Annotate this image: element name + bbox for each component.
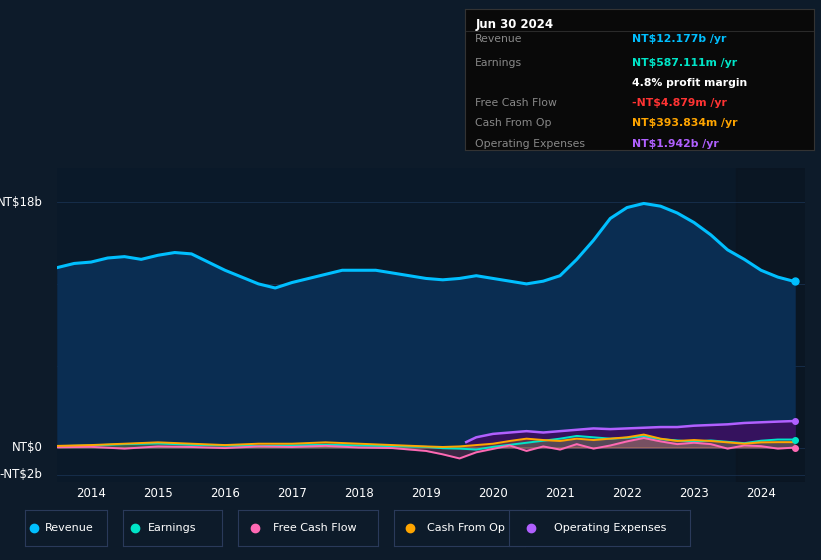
Text: Revenue: Revenue [475, 34, 523, 44]
Text: Operating Expenses: Operating Expenses [554, 523, 667, 533]
Text: 4.8% profit margin: 4.8% profit margin [632, 78, 747, 88]
Text: Revenue: Revenue [45, 523, 94, 533]
Text: NT$1.942b /yr: NT$1.942b /yr [632, 139, 719, 149]
Text: Cash From Op: Cash From Op [475, 118, 552, 128]
Text: NT$12.177b /yr: NT$12.177b /yr [632, 34, 727, 44]
Text: Operating Expenses: Operating Expenses [475, 139, 585, 149]
Text: NT$18b: NT$18b [0, 195, 43, 208]
Text: Earnings: Earnings [475, 58, 522, 68]
Text: Free Cash Flow: Free Cash Flow [273, 523, 356, 533]
Text: Earnings: Earnings [148, 523, 196, 533]
Text: -NT$4.879m /yr: -NT$4.879m /yr [632, 98, 727, 108]
Text: NT$587.111m /yr: NT$587.111m /yr [632, 58, 737, 68]
Bar [736, 168, 818, 482]
Text: NT$393.834m /yr: NT$393.834m /yr [632, 118, 738, 128]
Text: Free Cash Flow: Free Cash Flow [475, 98, 557, 108]
Text: -NT$2b: -NT$2b [0, 468, 43, 481]
Text: Jun 30 2024: Jun 30 2024 [475, 18, 553, 31]
Text: Cash From Op: Cash From Op [427, 523, 505, 533]
Text: NT$0: NT$0 [11, 441, 43, 454]
